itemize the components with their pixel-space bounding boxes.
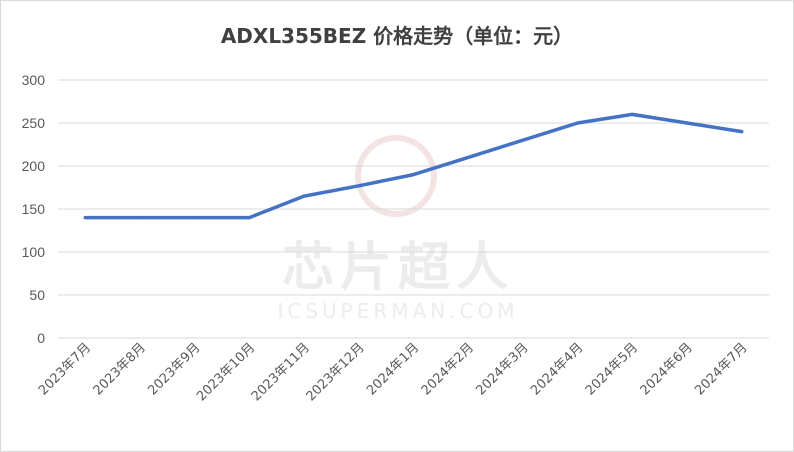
grid-lines [58,79,769,339]
x-tick-label: 2023年7月 [36,340,94,398]
series-layer [83,112,744,220]
watermark: 芯片超人 ICSUPERMAN.COM [277,135,518,323]
data-point [685,121,689,125]
y-tick-label: 250 [22,115,46,131]
y-tick-label: 100 [22,244,46,260]
data-point [357,184,361,187]
data-point [193,216,196,219]
x-tick-label: 2024年3月 [473,340,531,398]
data-point [740,130,743,133]
y-tick-label: 50 [29,287,45,303]
x-tick-label: 2024年2月 [419,340,477,398]
data-point [302,194,306,198]
data-point [412,173,415,176]
watermark-logo-icon [355,135,437,217]
y-tick-label: 200 [22,158,46,174]
x-axis-ticks: 2023年7月2023年8月2023年9月2023年10月2023年11月202… [36,340,751,404]
data-point [248,216,251,219]
data-point [521,139,525,142]
y-tick-label: 150 [22,201,46,217]
data-point [631,113,634,116]
data-point [466,156,470,159]
data-point [138,216,142,219]
x-tick-label: 2023年9月 [145,340,203,398]
x-tick-label: 2024年7月 [692,340,750,398]
x-tick-label: 2024年4月 [528,340,586,398]
x-tick-label: 2024年1月 [364,340,422,398]
data-point [576,121,579,125]
watermark-en: ICSUPERMAN.COM [277,299,518,323]
x-tick-label: 2023年12月 [304,340,368,404]
y-tick-label: 0 [37,330,45,346]
x-tick-label: 2024年5月 [583,340,641,398]
x-tick-label: 2024年6月 [638,340,696,398]
chart-title: ADXL355BEZ 价格走势（单位：元） [220,24,574,48]
watermark-cn: 芯片超人 [282,238,514,298]
y-tick-label: 300 [22,72,46,88]
data-point [84,216,87,219]
x-tick-label: 2023年8月 [91,340,149,398]
y-axis-ticks: 0 50 100 150 200 250 300 [22,72,46,346]
